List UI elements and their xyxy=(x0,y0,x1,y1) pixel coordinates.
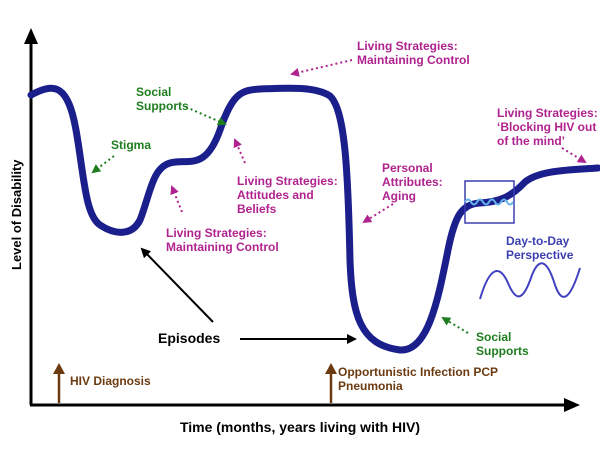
arrow-social-supports-left xyxy=(185,106,227,126)
label-blocking-line2: ‘Blocking HIV out xyxy=(497,120,596,134)
day-to-day-wave xyxy=(479,262,581,300)
arrow-social-supports-right xyxy=(441,316,469,334)
day-to-day-label-line1: Day-to-Day xyxy=(506,234,570,248)
arrow-maintaining-control-bottom xyxy=(170,185,183,213)
label-attitudes-line2: Attitudes and xyxy=(237,188,314,202)
label-social-supports-right-line2: Supports xyxy=(476,344,529,358)
label-maintaining-control-top-line1: Living Strategies: xyxy=(357,39,458,53)
y-axis-arrowhead xyxy=(24,28,38,44)
y-axis-label: Level of Disability xyxy=(9,159,24,270)
label-maintaining-control-top-line2: Maintaining Control xyxy=(357,53,470,67)
label-hiv-diagnosis: HIV Diagnosis xyxy=(70,374,151,388)
label-pcp-line1: Opportunistic Infection PCP xyxy=(338,365,498,379)
hiv-diagnosis-marker-head xyxy=(53,363,65,374)
day-to-day-label-line2: Perspective xyxy=(506,248,574,262)
arrow-episodes-left xyxy=(140,247,214,323)
arrow-blocking xyxy=(561,147,587,164)
label-maintaining-control-bottom-line2: Maintaining Control xyxy=(166,240,279,254)
x-axis-arrowhead xyxy=(564,398,580,412)
arrow-maintaining-control-top xyxy=(290,59,353,77)
label-social-supports-left-line1: Social xyxy=(136,85,171,99)
label-social-supports-right-line1: Social xyxy=(476,330,511,344)
x-axis-label: Time (months, years living with HIV) xyxy=(180,419,420,435)
label-aging-line3: Aging xyxy=(382,189,416,203)
disability-curve xyxy=(27,84,600,354)
label-aging-line2: Attributes: xyxy=(382,175,443,189)
label-attitudes-line1: Living Strategies: xyxy=(237,174,338,188)
arrow-stigma xyxy=(91,155,115,174)
label-attitudes-line3: Beliefs xyxy=(237,202,277,216)
label-social-supports-left-line2: Supports xyxy=(136,99,189,113)
pcp-marker-head xyxy=(325,363,337,374)
label-episodes: Episodes xyxy=(158,330,220,346)
label-pcp-line2: Pneumonia xyxy=(338,379,403,393)
label-aging-line1: Personal xyxy=(382,161,433,175)
arrow-aging xyxy=(362,203,394,224)
label-maintaining-control-bottom-line1: Living Strategies: xyxy=(166,226,267,240)
arrow-attitudes xyxy=(233,138,246,164)
label-stigma: Stigma xyxy=(111,138,151,152)
label-blocking-line1: Living Strategies: xyxy=(497,106,598,120)
label-blocking-line3: of the mind’ xyxy=(497,134,565,148)
day-to-day-squiggle xyxy=(464,198,514,206)
